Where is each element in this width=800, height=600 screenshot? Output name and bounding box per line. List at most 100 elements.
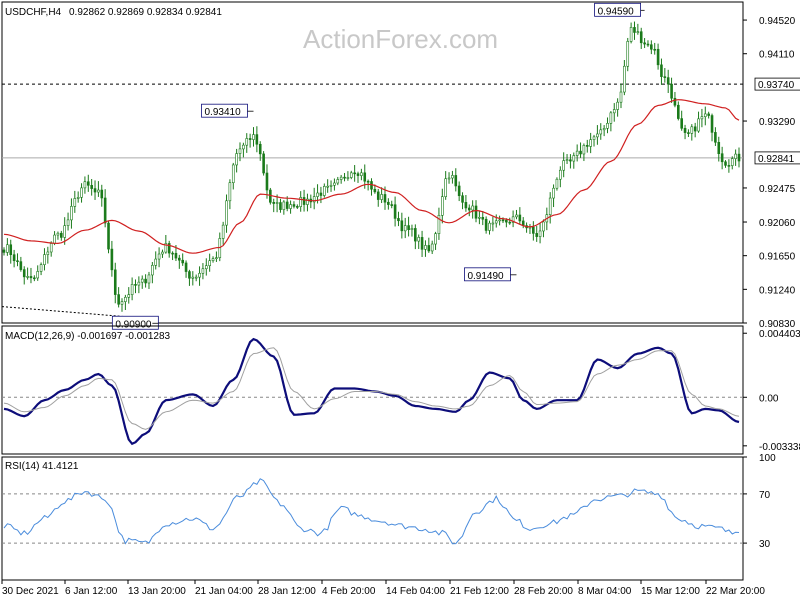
candle-body <box>623 65 626 93</box>
candle-body <box>201 268 205 274</box>
candle-body <box>552 187 555 199</box>
candle-body <box>171 252 174 255</box>
candle-body <box>535 233 539 237</box>
price-annotation: 0.90900 <box>115 319 152 330</box>
candle-body <box>285 201 289 209</box>
candle-body <box>26 276 29 278</box>
candle-body <box>329 184 333 187</box>
time-tick-label: 8 Mar 04:00 <box>578 586 632 597</box>
candle-body <box>326 185 329 188</box>
candle-body <box>633 27 636 33</box>
candle-body <box>690 126 694 134</box>
candle-body <box>2 249 6 253</box>
candle-body <box>80 187 83 198</box>
candle-body <box>596 133 599 138</box>
candle-body <box>9 244 13 255</box>
candle-body <box>70 206 73 221</box>
candle-body <box>113 269 117 295</box>
candle-body <box>231 164 235 183</box>
candle-body <box>97 189 100 193</box>
candle-body <box>191 276 195 279</box>
candle-body <box>204 265 208 270</box>
price-panel: 0.94520 0.94110 0.93290 0.92475 0.92060 0.916… <box>1 1 800 330</box>
time-tick-label: 28 Jan 12:00 <box>258 586 316 597</box>
candle-body <box>532 226 535 234</box>
candle-body <box>518 214 522 222</box>
candle-body <box>127 294 131 298</box>
candle-body <box>454 175 458 187</box>
price-tick-label: 0.93290 <box>759 117 796 128</box>
candle-body <box>221 224 225 239</box>
price-annotation: 0.91490 <box>467 271 504 282</box>
candle-body <box>272 202 276 204</box>
price-annotation-box <box>201 103 248 118</box>
price-annotation-box <box>594 2 641 17</box>
candle-body <box>474 205 478 219</box>
candle-body <box>393 204 397 219</box>
price-tick-label: 0.92060 <box>759 218 796 229</box>
candle-body <box>147 274 151 284</box>
candle-body <box>714 132 717 143</box>
candle-body <box>720 153 724 163</box>
candle-body <box>36 271 40 279</box>
time-tick-label: 30 Dec 2021 <box>2 586 59 597</box>
candle-body <box>569 159 572 162</box>
candle-body <box>289 204 292 209</box>
candle-body <box>407 225 410 231</box>
candle-body <box>464 202 468 209</box>
candle-body <box>457 185 461 197</box>
candle-body <box>666 77 670 85</box>
candle-body <box>90 185 93 189</box>
candle-body <box>12 254 16 262</box>
candle-body <box>343 176 346 179</box>
candle-body <box>100 189 104 199</box>
candle-body <box>83 181 87 189</box>
candle-body <box>424 245 427 250</box>
candle-body <box>501 219 505 222</box>
candle-body <box>467 207 471 211</box>
rsi-line <box>3 478 740 545</box>
price-annotation: 0.93410 <box>204 107 241 118</box>
macd-tick-label: 0.00 <box>759 393 779 404</box>
candle-body <box>6 244 9 253</box>
candle-body <box>656 48 660 66</box>
candle-body <box>660 64 663 77</box>
candle-body <box>491 222 495 225</box>
candle-body <box>562 160 565 171</box>
candle-body <box>312 196 316 203</box>
candle-body <box>653 48 657 51</box>
candle-body <box>609 112 613 124</box>
candle-body <box>46 251 50 255</box>
candle-body <box>646 43 650 46</box>
candles <box>2 21 741 312</box>
candle-body <box>296 206 299 208</box>
candle-body <box>430 243 434 252</box>
rsi-label: RSI(14) 41.4121 <box>5 461 79 472</box>
time-tick-label: 15 Mar 12:00 <box>641 586 700 597</box>
candle-body <box>134 284 137 286</box>
candle-body <box>677 104 680 119</box>
candle-body <box>225 200 228 226</box>
rsi-tick-label: 70 <box>759 490 771 501</box>
candle-body <box>542 221 545 232</box>
candle-body <box>636 31 640 33</box>
price-tick-label: 0.90830 <box>759 319 796 330</box>
rsi-frame <box>1 456 744 581</box>
candle-body <box>211 258 215 261</box>
candle-body <box>697 118 700 132</box>
time-tick-label: 28 Feb 20:00 <box>514 586 573 597</box>
candle-body <box>511 216 515 223</box>
candle-body <box>110 248 114 271</box>
candle-body <box>262 153 265 174</box>
candle-body <box>366 180 370 183</box>
candle-body <box>349 172 353 178</box>
candle-body <box>498 219 501 222</box>
candle-body <box>29 276 33 279</box>
candle-body <box>643 42 646 45</box>
candle-body <box>441 196 444 216</box>
candle-body <box>484 218 488 231</box>
candle-body <box>397 218 400 222</box>
candle-body <box>670 83 673 99</box>
candle-body <box>33 277 36 280</box>
candle-body <box>710 115 714 133</box>
